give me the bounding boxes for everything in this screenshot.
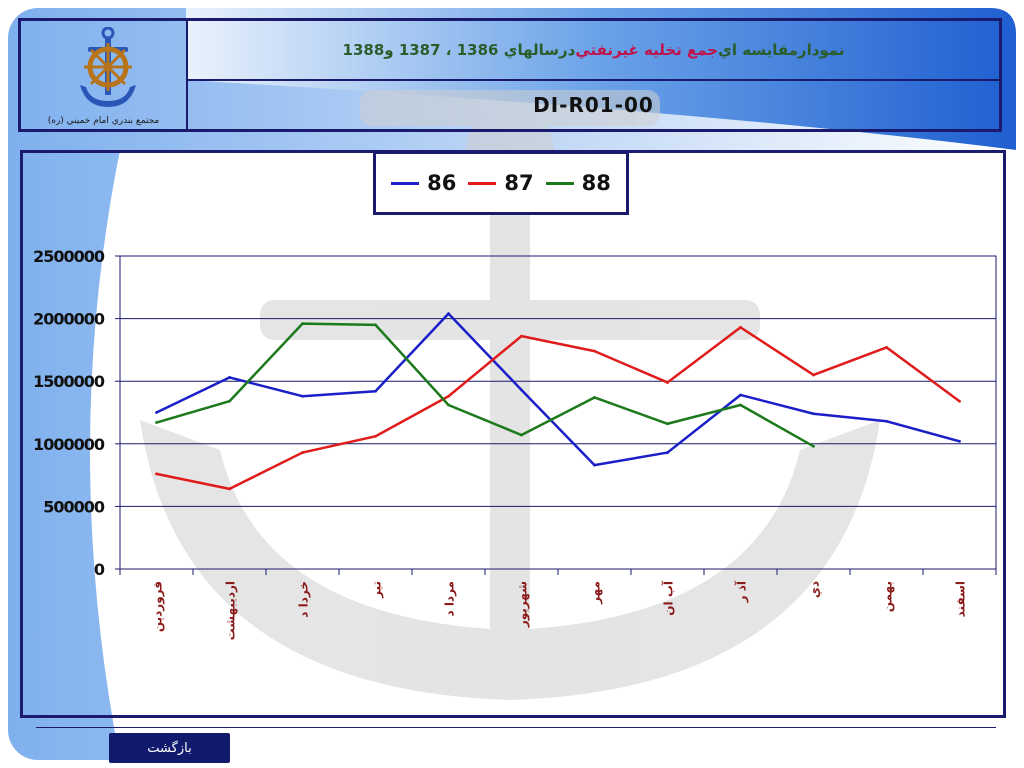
y-tick-label-2: 1000000 bbox=[33, 435, 105, 454]
data-point-86-1 bbox=[228, 376, 231, 379]
data-point-88-8 bbox=[739, 403, 742, 407]
x-tick-label-10: بهمن bbox=[881, 581, 895, 612]
series-line-87 bbox=[156, 326, 961, 491]
legend-swatch-87 bbox=[468, 181, 497, 185]
data-point-86-11 bbox=[958, 439, 961, 443]
x-tick-label-3: تير bbox=[370, 581, 384, 599]
data-point-87-8 bbox=[739, 325, 742, 329]
data-point-88-5 bbox=[520, 433, 523, 437]
data-point-88-9 bbox=[812, 444, 815, 448]
series-line-86 bbox=[155, 312, 960, 467]
data-point-87-4 bbox=[447, 394, 450, 398]
legend-label-86: 86 bbox=[427, 171, 457, 195]
data-point-88-0 bbox=[155, 421, 158, 424]
y-tick-label-4: 2000000 bbox=[33, 310, 105, 329]
x-tick-label-5: شهريور bbox=[516, 581, 531, 628]
data-point-87-9 bbox=[812, 373, 815, 377]
data-point-86-7 bbox=[666, 451, 669, 454]
anchor-watermark bbox=[140, 90, 880, 700]
x-tick-label-11: اسفند bbox=[954, 581, 968, 617]
logo-caption: مجتمع بندري امام خميني (ره) bbox=[47, 116, 160, 126]
x-tick-label-0: فروردين bbox=[151, 581, 166, 632]
data-point-88-7 bbox=[666, 422, 669, 426]
data-point-87-7 bbox=[666, 381, 669, 384]
data-point-87-10 bbox=[885, 345, 888, 349]
legend-item-88: 88 bbox=[545, 171, 611, 195]
data-point-88-2 bbox=[301, 322, 304, 326]
x-tick-label-9: دي bbox=[808, 581, 822, 598]
legend-item-87: 87 bbox=[468, 171, 534, 195]
legend-label-87: 87 bbox=[504, 171, 534, 195]
title-part-1: نمودارمقايسه اي bbox=[718, 41, 845, 59]
data-point-86-10 bbox=[885, 419, 888, 423]
data-point-87-5 bbox=[520, 334, 523, 338]
x-tick-label-1: ارديبهشت bbox=[224, 581, 238, 640]
page-title: نمودارمقايسه اي جمع تخليه غيرنفتي درساله… bbox=[188, 21, 999, 81]
document-code: DI-R01-00 bbox=[533, 93, 654, 117]
y-tick-label-3: 1500000 bbox=[33, 372, 105, 391]
plot-area bbox=[119, 255, 997, 570]
data-point-87-3 bbox=[374, 434, 377, 438]
data-point-88-6 bbox=[593, 396, 596, 399]
y-tick-label-5: 2500000 bbox=[33, 247, 105, 266]
data-point-86-4 bbox=[447, 312, 450, 315]
data-point-86-6 bbox=[593, 463, 596, 467]
data-point-88-3 bbox=[374, 323, 377, 327]
data-point-87-11 bbox=[958, 399, 961, 403]
data-point-87-1 bbox=[228, 487, 231, 491]
data-point-86-8 bbox=[739, 393, 742, 397]
x-tick-label-2: خردا د bbox=[297, 581, 311, 618]
header-box: مجتمع بندري امام خميني (ره) نمودارمقايسه… bbox=[18, 18, 1002, 132]
footer-divider bbox=[36, 727, 996, 728]
legend-swatch-86 bbox=[391, 181, 420, 185]
x-tick-label-7: آب ان bbox=[661, 580, 676, 616]
data-point-87-2 bbox=[301, 451, 304, 454]
legend-swatch-88 bbox=[545, 181, 574, 185]
data-point-86-9 bbox=[812, 412, 815, 416]
legend-label-88: 88 bbox=[581, 171, 611, 195]
data-point-86-0 bbox=[155, 411, 158, 414]
data-point-87-6 bbox=[593, 349, 596, 353]
x-tick-label-4: مردا د bbox=[443, 581, 457, 617]
data-point-88-4 bbox=[447, 403, 450, 407]
title-part-2: جمع تخليه غيرنفتي bbox=[575, 41, 719, 59]
x-tick-label-6: مهر bbox=[589, 581, 603, 605]
title-part-3: درسالهاي 1386 ، 1387 و1388 bbox=[342, 41, 576, 59]
data-point-86-2 bbox=[301, 394, 304, 398]
data-point-86-5 bbox=[520, 388, 523, 392]
logo-cell: مجتمع بندري امام خميني (ره) bbox=[21, 21, 188, 129]
data-point-88-1 bbox=[228, 399, 231, 403]
x-tick-label-8: آذ ر bbox=[734, 580, 749, 603]
chart-legend: 86 87 88 bbox=[373, 151, 629, 215]
y-tick-label-1: 500000 bbox=[43, 497, 105, 516]
data-point-87-0 bbox=[155, 472, 158, 476]
legend-item-86: 86 bbox=[391, 171, 456, 195]
y-tick-label-0: 0 bbox=[94, 560, 105, 579]
back-button[interactable]: بازگشت bbox=[109, 733, 230, 763]
data-point-86-3 bbox=[374, 389, 377, 393]
port-anchor-logo bbox=[80, 27, 136, 107]
series-line-88 bbox=[156, 322, 815, 448]
